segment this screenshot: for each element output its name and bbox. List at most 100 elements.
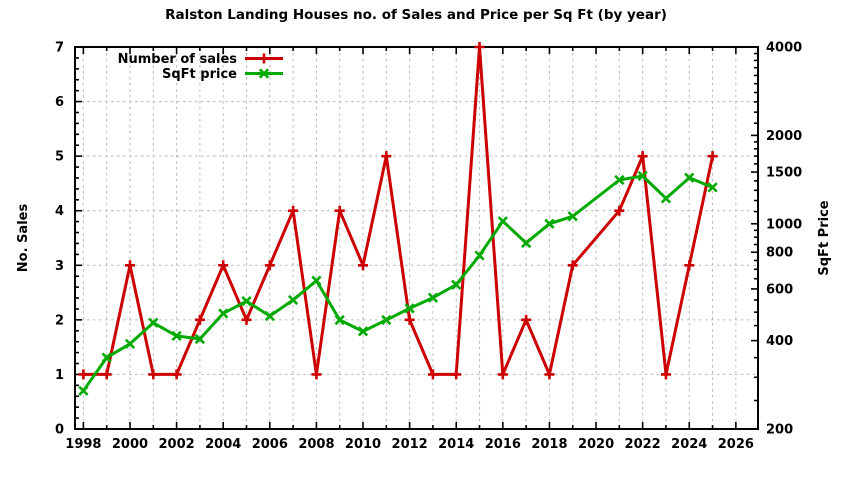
- data-point-marker: [637, 170, 648, 182]
- data-point-marker: [707, 182, 718, 193]
- x-tick-label: 2004: [205, 437, 241, 452]
- series-number-of-sales: [78, 42, 718, 380]
- data-point-marker: [497, 369, 508, 380]
- data-point-marker: [124, 260, 135, 271]
- y-right-tick-label: 1500: [766, 166, 802, 181]
- data-point-marker: [148, 317, 159, 328]
- y-left-tick-label: 3: [55, 259, 64, 274]
- y-left-tick-label: 1: [55, 368, 64, 383]
- y-right-axis-title: SqFt Price: [817, 200, 832, 275]
- data-point-marker: [264, 310, 275, 322]
- data-point-marker: [287, 294, 299, 306]
- y-right-tick-label: 400: [766, 334, 793, 349]
- x-tick-label: 2000: [112, 437, 148, 452]
- data-point-marker: [544, 218, 555, 229]
- y-right-tick-label: 1000: [766, 217, 802, 232]
- data-point-marker: [334, 314, 345, 326]
- x-tick-label: 2024: [671, 437, 707, 452]
- data-point-marker: [451, 369, 462, 380]
- data-point-marker: [171, 369, 182, 380]
- data-point-marker: [218, 260, 229, 271]
- data-point-marker: [521, 237, 532, 249]
- data-point-marker: [404, 303, 415, 314]
- data-point-marker: [311, 275, 322, 286]
- data-point-marker: [241, 296, 252, 307]
- data-point-marker: [684, 260, 695, 271]
- x-tick-label: 1998: [65, 437, 101, 452]
- data-point-marker: [637, 151, 648, 162]
- x-tick-label: 2002: [159, 437, 195, 452]
- y-left-tick-label: 6: [55, 95, 64, 110]
- data-point-marker: [567, 260, 578, 271]
- data-point-marker: [381, 151, 392, 162]
- data-point-marker: [660, 369, 671, 380]
- x-tick-label: 2006: [252, 437, 288, 452]
- chart-title: Ralston Landing Houses no. of Sales and …: [165, 7, 667, 23]
- series-sqft-price: [78, 170, 718, 396]
- data-series: [78, 42, 718, 396]
- data-point-marker: [78, 369, 89, 380]
- y-left-tick-label: 5: [55, 150, 64, 165]
- legend-sample-marker: [258, 68, 270, 79]
- data-point-marker: [218, 308, 229, 319]
- x-tick-label: 2016: [485, 437, 521, 452]
- data-point-marker: [194, 314, 205, 325]
- y-right-tick-label: 600: [766, 282, 793, 297]
- data-point-marker: [474, 42, 485, 52]
- data-point-marker: [614, 174, 625, 186]
- x-tick-label: 2022: [625, 437, 661, 452]
- x-tick-label: 2010: [345, 437, 381, 452]
- data-point-marker: [358, 260, 369, 271]
- axis-tick-labels: 1998 2000 2002 2004 2006 2008 2010 2012 2014 2016…: [55, 41, 802, 453]
- data-point-marker: [567, 211, 578, 222]
- data-point-marker: [404, 314, 415, 325]
- data-point-marker: [101, 369, 112, 380]
- legend-samples: [245, 53, 283, 79]
- legend-label-sqft-price: SqFt price: [162, 67, 237, 82]
- data-point-marker: [521, 314, 532, 325]
- data-point-marker: [334, 205, 345, 216]
- data-point-marker: [427, 369, 438, 380]
- data-point-marker: [427, 292, 439, 303]
- data-point-marker: [264, 260, 275, 271]
- data-point-marker: [614, 205, 625, 216]
- legend-label-number-of-sales: Number of sales: [118, 52, 238, 67]
- y-right-tick-label: 200: [766, 423, 793, 438]
- y-left-tick-label: 7: [55, 41, 64, 56]
- data-point-marker: [497, 216, 508, 227]
- data-point-marker: [357, 326, 369, 337]
- data-point-marker: [707, 151, 718, 162]
- data-point-marker: [684, 172, 695, 183]
- y-left-tick-label: 0: [55, 423, 64, 438]
- data-point-marker: [288, 205, 299, 216]
- axis-ticks: [75, 46, 758, 430]
- x-tick-label: 2012: [392, 437, 428, 452]
- y-left-tick-label: 4: [55, 204, 64, 219]
- data-point-marker: [101, 352, 112, 363]
- y-right-tick-label: 800: [766, 246, 793, 261]
- legend-sample-marker: [259, 53, 269, 64]
- data-point-marker: [194, 333, 206, 345]
- x-tick-label: 2008: [298, 437, 334, 452]
- data-point-marker: [544, 369, 555, 380]
- y-right-tick-label: 4000: [766, 41, 802, 56]
- y-right-tick-label: 2000: [766, 129, 802, 144]
- y-left-tick-label: 2: [55, 313, 64, 328]
- data-point-marker: [124, 338, 136, 349]
- x-tick-label: 2026: [718, 437, 754, 452]
- x-tick-label: 2018: [531, 437, 567, 452]
- data-point-marker: [241, 314, 252, 325]
- data-point-marker: [78, 385, 89, 396]
- x-tick-label: 2020: [578, 437, 614, 452]
- data-point-marker: [171, 330, 182, 342]
- data-point-marker: [311, 369, 322, 380]
- data-point-marker: [474, 250, 485, 261]
- data-point-marker: [148, 369, 159, 380]
- data-point-marker: [451, 279, 462, 290]
- data-point-marker: [660, 193, 672, 204]
- data-point-marker: [381, 314, 392, 326]
- x-tick-label: 2014: [438, 437, 474, 452]
- y-left-axis-title: No. Sales: [16, 204, 31, 273]
